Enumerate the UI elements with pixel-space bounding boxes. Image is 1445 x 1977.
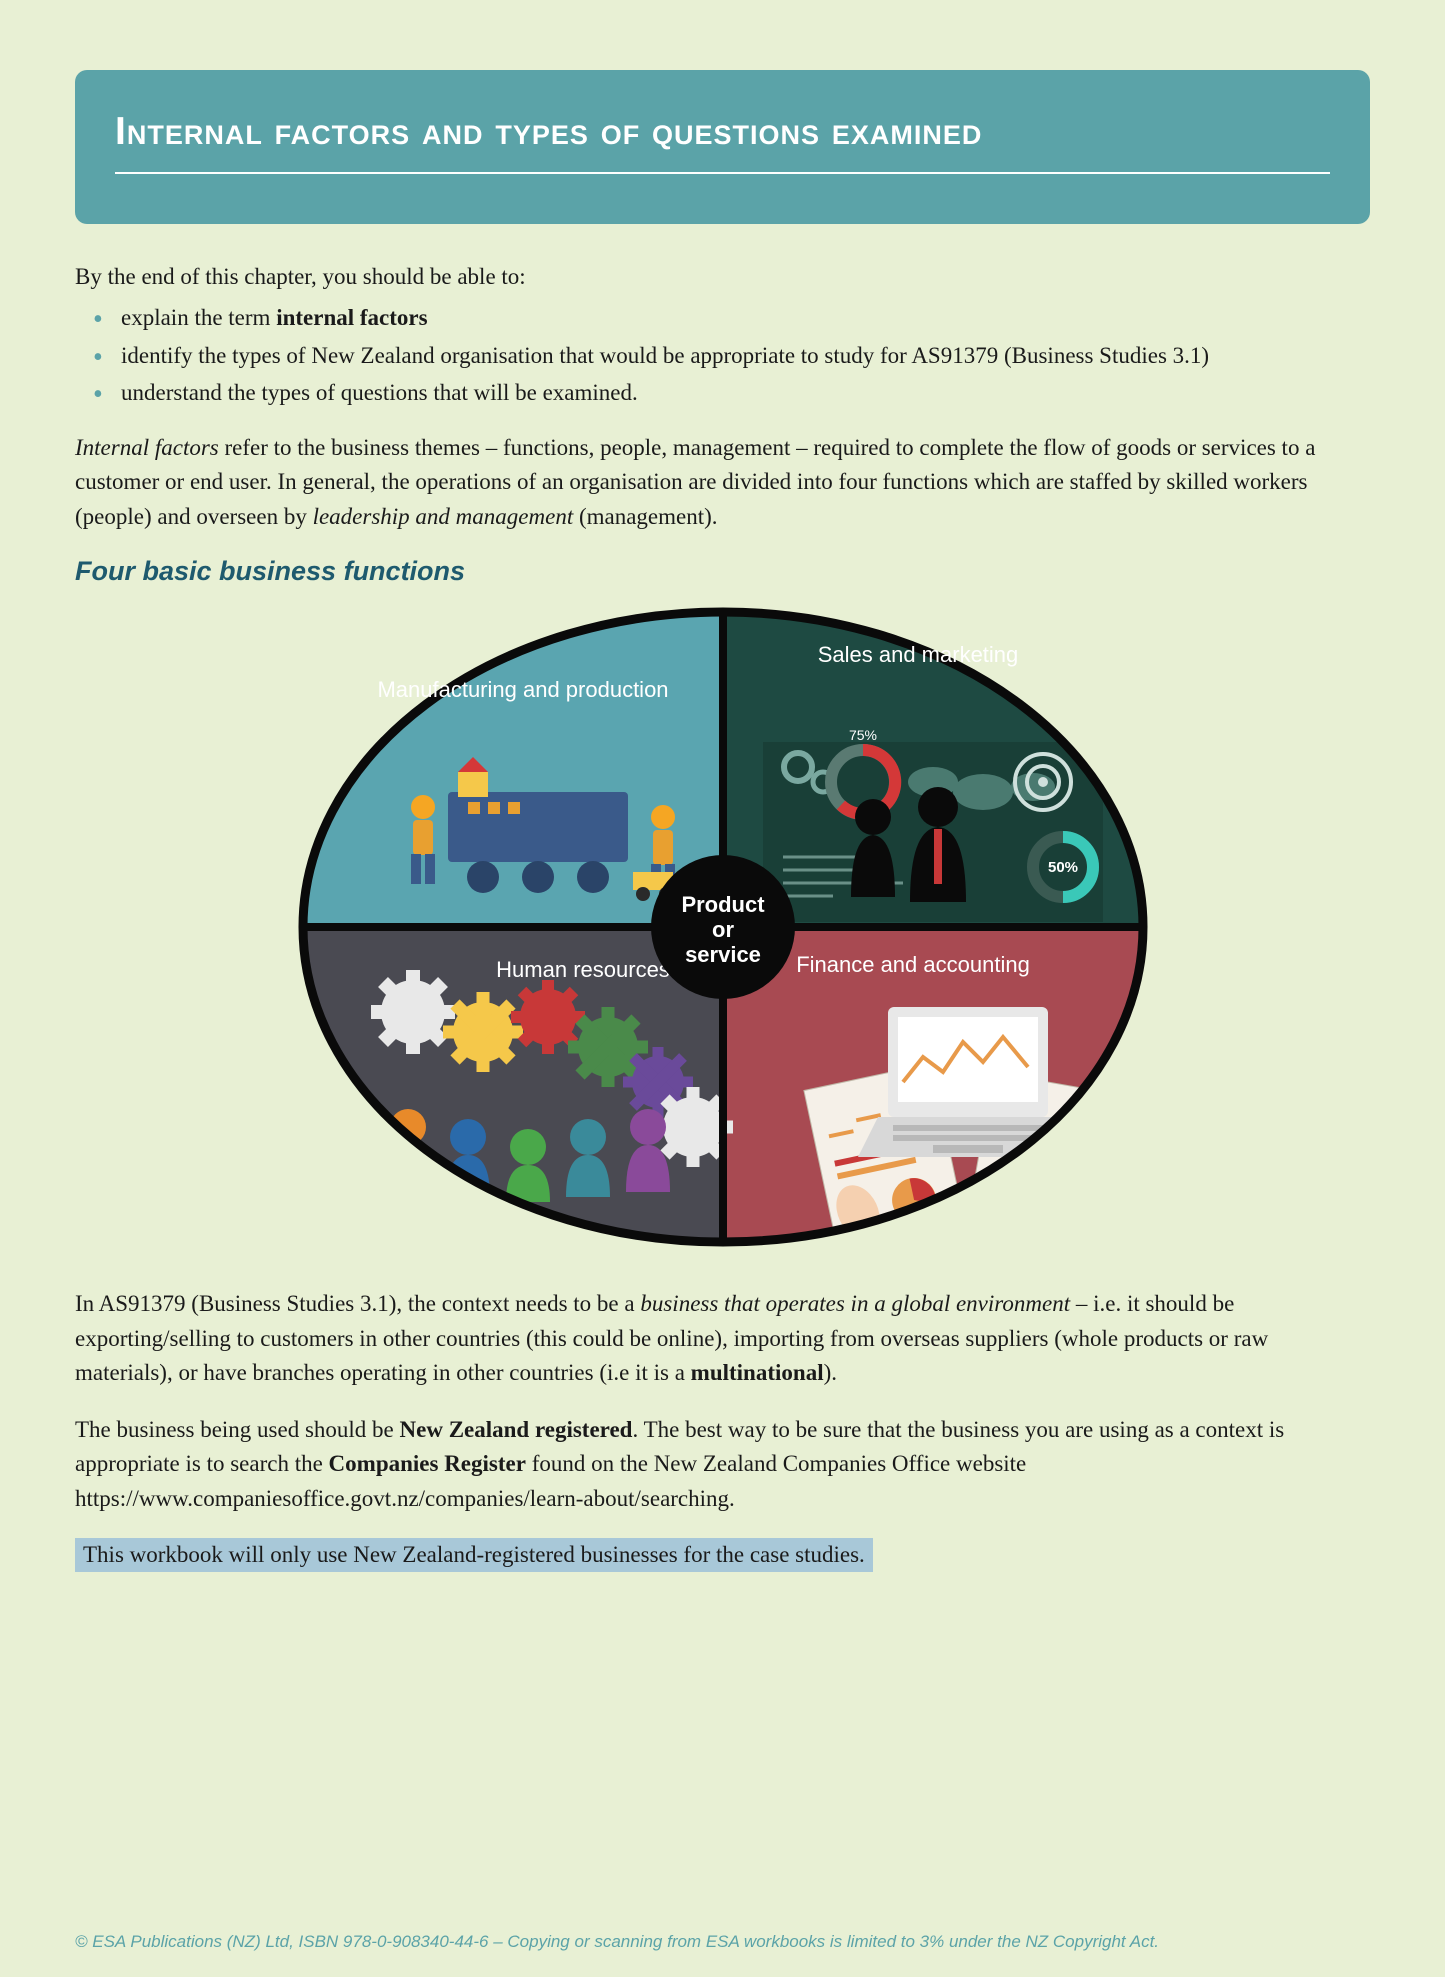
header-banner: Internal factors and types of questions … [75, 70, 1370, 224]
list-item: identify the types of New Zealand organi… [93, 338, 1370, 374]
intro-lead: By the end of this chapter, you should b… [75, 264, 1370, 290]
text: ). [824, 1360, 837, 1385]
copyright-footer: © ESA Publications (NZ) Ltd, ISBN 978-0-… [75, 1932, 1370, 1952]
center-l2: or [712, 917, 734, 942]
bold-text: internal factors [276, 305, 427, 330]
italic-text: business that operates in a global envir… [640, 1291, 1070, 1316]
register-para: The business being used should be New Ze… [75, 1413, 1370, 1517]
center-l1: Product [681, 892, 765, 917]
highlight-note: This workbook will only use New Zealand-… [75, 1538, 1370, 1572]
context-para: In AS91379 (Business Studies 3.1), the c… [75, 1287, 1370, 1391]
percent-label: 75% [848, 727, 876, 743]
list-item: understand the types of questions that w… [93, 375, 1370, 411]
text: explain the term [121, 305, 276, 330]
section-heading: Four basic business functions [75, 556, 1370, 587]
highlight-text: This workbook will only use New Zealand-… [75, 1538, 873, 1572]
percent-label: 50% [1047, 859, 1077, 876]
text: (management). [573, 504, 717, 529]
text: In AS91379 (Business Studies 3.1), the c… [75, 1291, 640, 1316]
page-title: Internal factors and types of questions … [115, 110, 1330, 174]
bold-text: New Zealand registered [400, 1417, 633, 1442]
oval-svg: 75% 50% [293, 602, 1153, 1252]
dashboard-icon: 75% 50% [763, 727, 1103, 922]
definition-para: Internal factors refer to the business t… [75, 431, 1370, 535]
text: The business being used should be [75, 1417, 400, 1442]
q-label: Finance and accounting [796, 952, 1030, 977]
center-l3: service [685, 942, 761, 967]
text: understand the types of questions that w… [121, 380, 638, 405]
bold-text: multinational [691, 1360, 824, 1385]
list-item: explain the term internal factors [93, 300, 1370, 336]
q-label: Manufacturing and production [377, 677, 668, 702]
q-label: Sales and marketing [817, 642, 1018, 667]
functions-diagram: 75% 50% [75, 602, 1370, 1252]
italic-text: Internal factors [75, 435, 219, 460]
q-label: Human resources [496, 957, 670, 982]
objectives-list: explain the term internal factors identi… [93, 300, 1370, 411]
text: identify the types of New Zealand organi… [121, 343, 1209, 368]
italic-text: leadership and management [313, 504, 574, 529]
bold-text: Companies Register [329, 1451, 526, 1476]
